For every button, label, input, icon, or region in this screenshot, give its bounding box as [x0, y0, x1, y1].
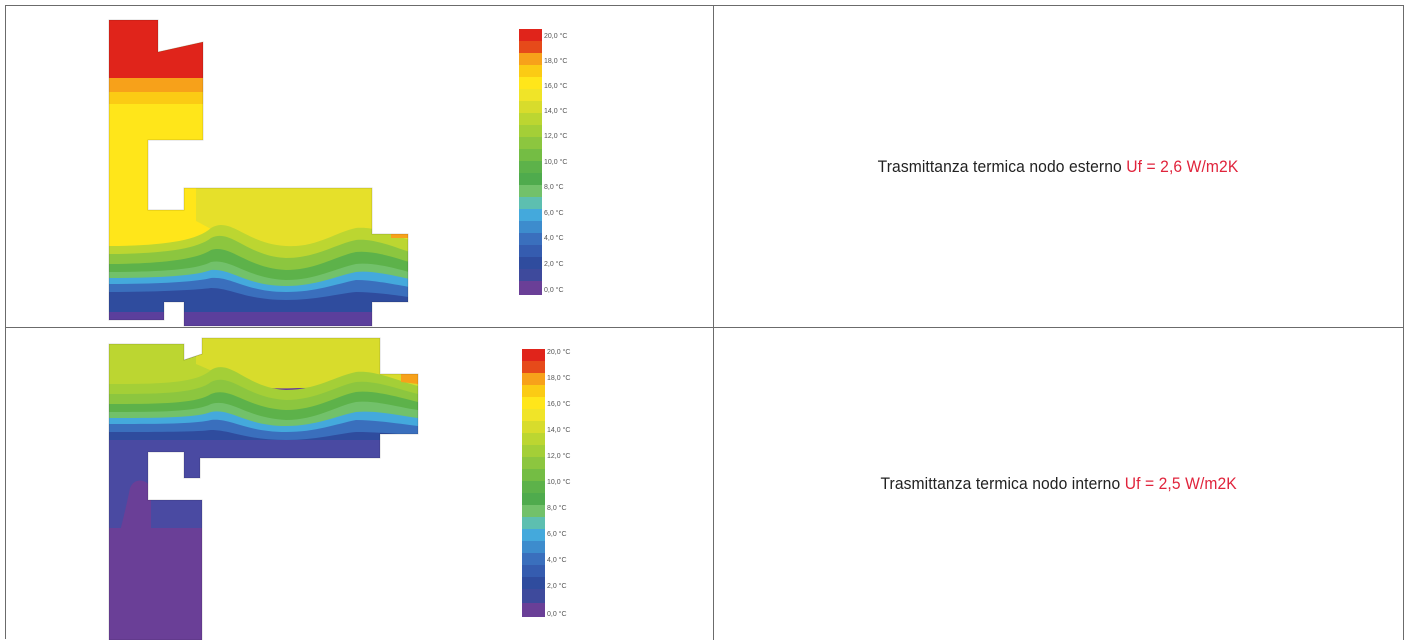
legend-label: 16,0 °C: [544, 82, 567, 90]
temperature-legend-internal: 20,0 °C 18,0 °C 16,0 °C 14,0 °C 12,0 °C …: [522, 348, 570, 618]
thermal-map-internal-cell: 20,0 °C 18,0 °C 16,0 °C 14,0 °C 12,0 °C …: [6, 328, 714, 640]
section-internal-fill: [109, 338, 418, 640]
caption-internal: Trasmittanza termica nodo interno Uf = 2…: [880, 474, 1236, 494]
legend-label: 14,0 °C: [547, 426, 570, 434]
legend-label: 8,0 °C: [544, 183, 564, 191]
caption-external-value: Uf = 2,6 W/m2K: [1126, 156, 1239, 176]
caption-internal-cell: Trasmittanza termica nodo interno Uf = 2…: [714, 328, 1404, 640]
legend-label: 16,0 °C: [547, 400, 570, 408]
legend-label: 12,0 °C: [544, 132, 567, 140]
caption-external: Trasmittanza termica nodo esterno Uf = 2…: [878, 157, 1239, 177]
legend-label: 6,0 °C: [544, 209, 564, 217]
legend-label: 20,0 °C: [544, 32, 567, 40]
temperature-legend-external: 20,0 °C 18,0 °C 16,0 °C 14,0 °C 12,0 °C …: [519, 29, 567, 295]
caption-external-cell: Trasmittanza termica nodo esterno Uf = 2…: [714, 6, 1404, 327]
legend-label: 0,0 °C: [544, 286, 564, 294]
table-row-external-node: 20,0 °C 18,0 °C 16,0 °C 14,0 °C 12,0 °C …: [6, 6, 1404, 328]
legend-label: 10,0 °C: [547, 478, 570, 486]
legend-label: 2,0 °C: [544, 260, 564, 268]
legend-label: 20,0 °C: [547, 348, 570, 356]
legend-label: 0,0 °C: [547, 610, 567, 618]
table-row-internal-node: 20,0 °C 18,0 °C 16,0 °C 14,0 °C 12,0 °C …: [6, 328, 1404, 640]
thermal-map-external: 20,0 °C 18,0 °C 16,0 °C 14,0 °C 12,0 °C …: [108, 19, 567, 327]
legend-label: 18,0 °C: [544, 57, 567, 65]
legend-label: 6,0 °C: [547, 530, 567, 538]
legend-label: 12,0 °C: [547, 452, 570, 460]
results-table: 20,0 °C 18,0 °C 16,0 °C 14,0 °C 12,0 °C …: [5, 5, 1404, 640]
legend-label: 2,0 °C: [547, 582, 567, 590]
legend-label: 18,0 °C: [547, 374, 570, 382]
legend-label: 14,0 °C: [544, 107, 567, 115]
caption-internal-text: Trasmittanza termica nodo interno: [880, 474, 1125, 493]
thermal-map-external-cell: 20,0 °C 18,0 °C 16,0 °C 14,0 °C 12,0 °C …: [6, 6, 714, 327]
legend-label: 10,0 °C: [544, 158, 567, 166]
legend-label: 4,0 °C: [547, 556, 567, 564]
legend-label: 4,0 °C: [544, 234, 564, 242]
thermal-map-internal: 20,0 °C 18,0 °C 16,0 °C 14,0 °C 12,0 °C …: [108, 337, 570, 640]
section-external-fill: [109, 20, 408, 326]
caption-external-text: Trasmittanza termica nodo esterno: [878, 156, 1127, 176]
caption-internal-value: Uf = 2,5 W/m2K: [1124, 474, 1237, 493]
legend-label: 8,0 °C: [547, 504, 567, 512]
